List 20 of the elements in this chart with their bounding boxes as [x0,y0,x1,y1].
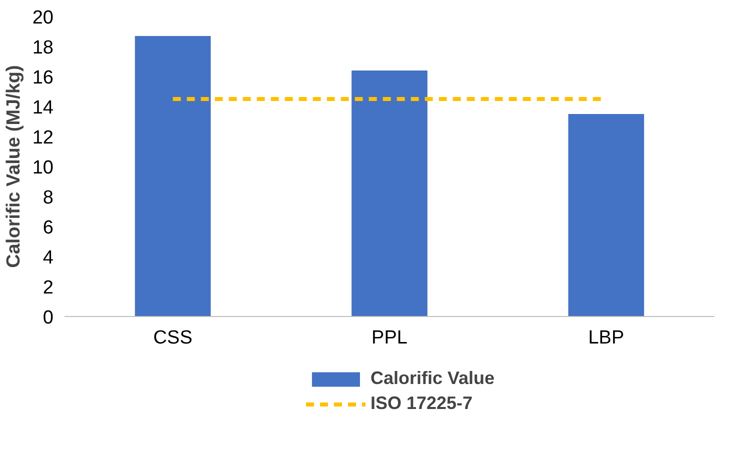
bar [352,70,428,316]
x-tick-label: PPL [372,328,408,348]
x-tick-label: LBP [588,328,624,348]
bar [134,36,211,316]
y-tick-label: 12 [32,128,54,148]
y-tick-label: 18 [32,38,54,58]
legend-label: Calorific Value [370,368,495,389]
bar [568,114,644,316]
x-tick-label: CSS [153,328,192,348]
y-tick-label: 16 [32,68,54,88]
y-tick-label: 4 [42,248,54,268]
y-tick-label: 10 [32,158,54,178]
y-tick-label: 2 [42,278,54,298]
y-tick-label: 20 [32,8,54,28]
y-tick-label: 14 [32,98,54,118]
y-tick-label: 6 [42,218,54,238]
legend-label: ISO 17225-7 [370,393,473,414]
y-tick-label: 0 [42,308,54,328]
y-axis-title: Calorific Value (MJ/kg) [3,65,24,268]
y-tick-label: 8 [42,188,54,208]
